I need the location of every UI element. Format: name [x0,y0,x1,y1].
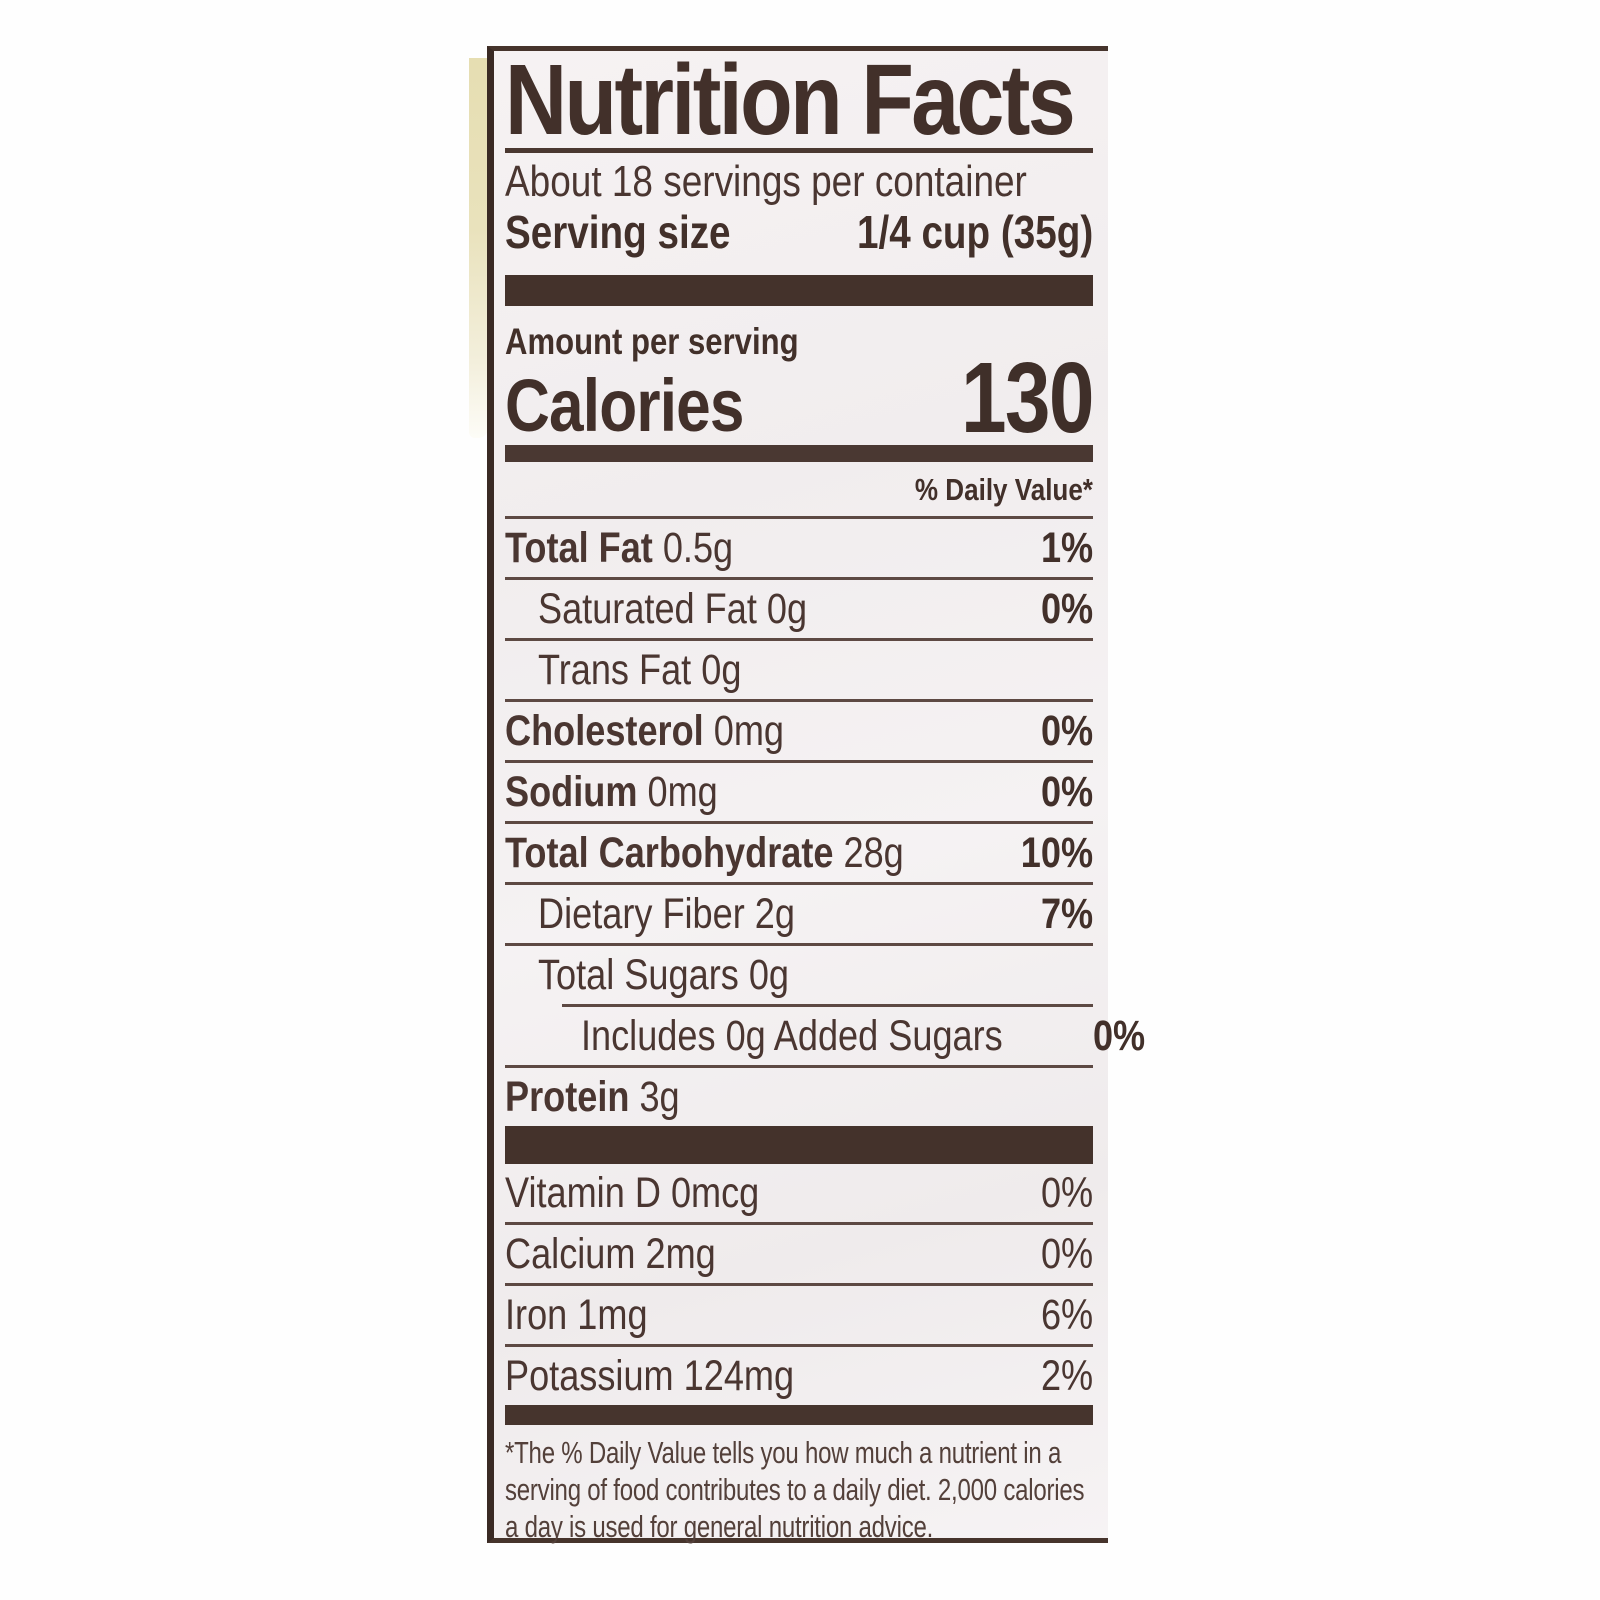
nutrient-name-amount: Cholesterol 0mg [505,706,785,755]
nutrient-row-includes-0g-added-sugars: Includes 0g Added Sugars 0% [505,1007,1145,1065]
divider-rule [505,1065,1093,1068]
divider-rule [505,1283,1093,1286]
nutrient-row-saturated-fat: Saturated Fat 0g 0% [505,580,1093,638]
nutrient-name-amount: Trans Fat 0g [538,645,742,694]
nutrient-name-amount: Vitamin D 0mcg [505,1168,760,1217]
divider-rule [505,699,1093,702]
divider-rule [505,1344,1093,1347]
calories-label: Calories [505,363,744,447]
nutrient-name: Total Sugars [538,950,739,999]
nutrient-name: Iron [505,1290,568,1339]
nutrient-name: Trans Fat [538,645,692,694]
divider-rule [505,882,1093,885]
nutrient-row-sodium: Sodium 0mg 0% [505,763,1093,821]
nutrient-name: Dietary Fiber [538,889,745,938]
nutrient-name: Total Fat [505,523,653,572]
nutrient-name-amount: Protein 3g [505,1072,680,1121]
nutrient-name: Includes 0g Added Sugars [581,1011,1003,1060]
serving-size-label: Serving size [505,206,731,258]
divider-rule [505,943,1093,946]
divider-rule [505,577,1093,580]
nutrition-facts-label: Nutrition Facts About 18 servings per co… [487,44,1145,1544]
nutrient-daily-value: 0% [1040,584,1093,633]
nutrient-row-total-fat: Total Fat 0.5g 1% [505,519,1093,577]
nutrient-name: Protein [505,1072,630,1121]
nutrient-row-potassium: Potassium 124mg 2% [505,1347,1093,1405]
nutrient-row-total-sugars: Total Sugars 0g [505,946,1093,1004]
nutrient-name-amount: Dietary Fiber 2g [538,889,795,938]
section-divider-bar [505,1126,1093,1164]
nutrient-row-iron: Iron 1mg 6% [505,1286,1093,1344]
label-title: Nutrition Facts [505,44,1076,156]
servings-per-container: About 18 servings per container [505,157,1027,206]
nutrient-name-amount: Sodium 0mg [505,767,718,816]
nutrient-daily-value: 0% [1040,1229,1093,1278]
daily-value-footnote: *The % Daily Value tells you how much a … [505,1435,1085,1544]
nutrient-daily-value: 10% [1020,828,1093,877]
divider-rule [505,638,1093,641]
calories-row: Calories 130 [505,348,1095,448]
nutrient-name-amount: Potassium 124mg [505,1351,795,1400]
divider-rule [505,1222,1093,1225]
daily-value-header: % Daily Value* [505,462,1093,519]
nutrient-daily-value: 0% [1092,1011,1146,1060]
nutrient-name: Calcium [505,1229,636,1278]
nutrient-name: Total Carbohydrate [505,828,834,877]
nutrient-name: Sodium [505,767,638,816]
nutrient-daily-value: 0% [1040,1168,1093,1217]
micronutrient-rows-section: Vitamin D 0mcg 0% Calcium 2mg 0% Iron 1mg 6% P… [505,1164,1093,1405]
nutrient-daily-value: 0% [1040,706,1093,755]
nutrient-row-total-carbohydrate: Total Carbohydrate 28g 10% [505,824,1093,882]
nutrient-row-vitamin-d: Vitamin D 0mcg 0% [505,1164,1093,1222]
divider-rule [505,821,1093,824]
divider-rule [562,1004,1093,1007]
nutrient-daily-value: 2% [1040,1351,1093,1400]
amount-per-serving-label: Amount per serving [505,321,799,362]
nutrient-name: Potassium [505,1351,674,1400]
package-edge-cream-strip [469,58,488,438]
nutrient-name-amount: Total Carbohydrate 28g [505,828,904,877]
calories-value: 130 [961,342,1095,454]
nutrient-daily-value: 0% [1040,767,1093,816]
divider-rule [505,760,1093,763]
nutrient-row-dietary-fiber: Dietary Fiber 2g 7% [505,885,1093,943]
calories-divider-rule [505,445,1093,462]
serving-size-row: Serving size 1/4 cup (35g) [505,206,1093,258]
section-divider-bar [505,275,1093,306]
nutrient-name-amount: Calcium 2mg [505,1229,716,1278]
nutrient-daily-value: 1% [1040,523,1093,572]
nutrient-name: Saturated Fat [538,584,757,633]
serving-size-value: 1/4 cup (35g) [856,206,1093,258]
nutrient-row-calcium: Calcium 2mg 0% [505,1225,1093,1283]
nutrient-row-protein: Protein 3g [505,1068,1093,1126]
nutrient-name: Cholesterol [505,706,704,755]
nutrient-name-amount: Includes 0g Added Sugars [581,1012,1003,1061]
nutrient-row-cholesterol: Cholesterol 0mg 0% [505,702,1093,760]
nutrient-name-amount: Total Sugars 0g [538,950,790,999]
nutrient-name: Vitamin D [505,1168,661,1217]
footnote-divider-bar [505,1405,1093,1425]
nutrient-daily-value: 7% [1040,889,1093,938]
nutrient-name-amount: Iron 1mg [505,1290,648,1339]
nutrient-rows-section: Total Fat 0.5g 1% Saturated Fat 0g 0% Trans … [505,519,1145,1126]
nutrient-daily-value: 6% [1040,1290,1093,1339]
nutrient-name-amount: Saturated Fat 0g [538,584,808,633]
nutrient-name-amount: Total Fat 0.5g [505,523,734,572]
title-underline-rule [505,148,1093,153]
nutrient-row-trans-fat: Trans Fat 0g [505,641,1093,699]
